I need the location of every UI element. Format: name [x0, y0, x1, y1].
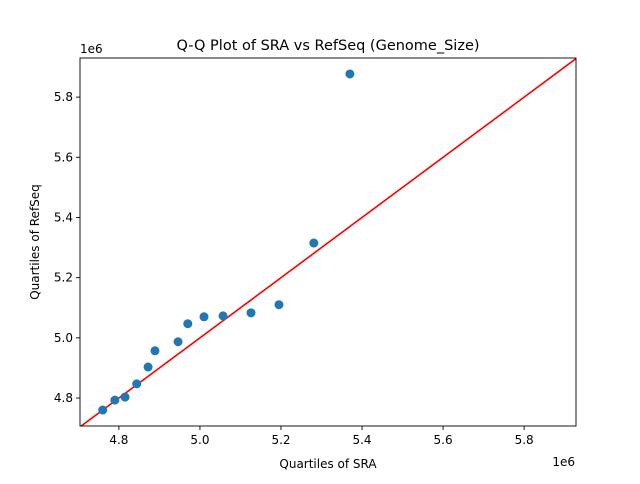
reference-line [80, 58, 576, 426]
x-tick-label: 5.4 [352, 433, 371, 447]
y-offset-label: 1e6 [80, 42, 103, 56]
data-point [218, 311, 228, 321]
chart-title: Q-Q Plot of SRA vs RefSeq (Genome_Size) [176, 38, 479, 54]
data-point [345, 69, 355, 79]
plot-frame [79, 57, 577, 427]
data-point [120, 392, 130, 402]
x-tick-label: 5.6 [434, 433, 453, 447]
y-tick-label: 5.6 [54, 150, 73, 164]
y-tick-label: 4.8 [54, 391, 73, 405]
data-point [150, 346, 160, 356]
data-point [110, 395, 120, 405]
x-tick-label: 5.0 [190, 433, 209, 447]
data-point [98, 405, 108, 415]
y-tick-label: 5.8 [54, 90, 73, 104]
y-tick-label: 5.0 [54, 331, 73, 345]
x-offset-label: 1e6 [552, 455, 575, 469]
x-tick-label: 4.8 [109, 433, 128, 447]
data-point [173, 337, 183, 347]
x-tick-label: 5.8 [515, 433, 534, 447]
data-point [143, 362, 153, 372]
data-point [199, 312, 209, 322]
y-axis-label: Quartiles of RefSeq [28, 184, 42, 300]
data-point [274, 300, 284, 310]
data-point [183, 319, 193, 329]
y-tick-label: 5.4 [54, 210, 73, 224]
y-tick-label: 5.2 [54, 271, 73, 285]
data-point [309, 238, 319, 248]
x-axis-label: Quartiles of SRA [279, 457, 377, 471]
x-tick-label: 5.2 [271, 433, 290, 447]
data-point [132, 379, 142, 389]
data-point [246, 308, 256, 318]
